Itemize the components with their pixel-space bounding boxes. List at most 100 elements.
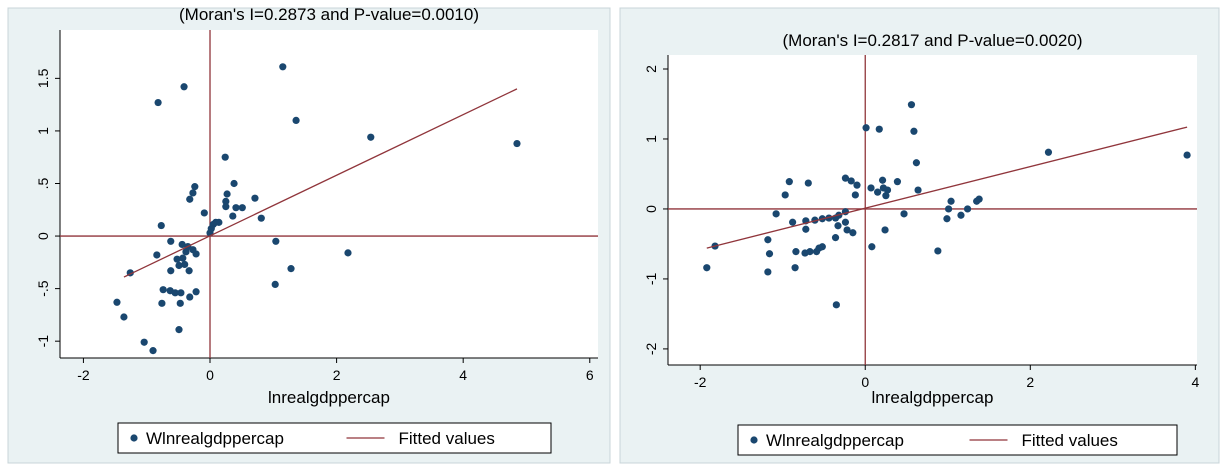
point <box>841 174 850 182</box>
point <box>973 197 981 205</box>
y-tick-label: -.5 <box>35 280 51 297</box>
chart-title: (Moran's I=0.2873 and P-value=0.0010) <box>179 5 479 24</box>
point <box>222 203 230 211</box>
point <box>874 188 882 196</box>
point <box>149 347 157 355</box>
point <box>257 214 265 222</box>
point <box>878 176 887 184</box>
point <box>200 209 208 217</box>
y-tick-label: .5 <box>35 177 51 189</box>
point <box>158 299 166 307</box>
legend-marker <box>750 436 758 444</box>
x-tick-label: 4 <box>459 367 467 383</box>
x-tick-label: 2 <box>1026 374 1034 390</box>
legend-label: Fitted values <box>1022 431 1118 450</box>
point <box>834 222 842 230</box>
point <box>176 299 184 307</box>
point <box>963 205 972 213</box>
point <box>191 183 199 191</box>
y-tick-label: 1 <box>643 135 659 143</box>
point <box>957 211 965 219</box>
fitted-line <box>123 88 518 278</box>
point <box>765 250 774 258</box>
y-tick-label: -1 <box>35 335 51 348</box>
point <box>789 218 797 226</box>
point <box>186 293 194 301</box>
point <box>792 248 800 256</box>
y-tick-label: 0 <box>35 232 51 240</box>
point <box>513 139 521 148</box>
point <box>171 289 179 297</box>
point <box>182 248 190 256</box>
plot-area <box>60 30 598 358</box>
point <box>1044 148 1053 156</box>
legend-marker <box>130 434 138 442</box>
plot-area <box>668 55 1197 365</box>
point <box>893 178 902 186</box>
point <box>914 186 922 194</box>
point <box>867 184 875 192</box>
point <box>181 260 189 269</box>
point <box>221 153 229 161</box>
point <box>287 265 295 273</box>
point <box>232 204 240 212</box>
point <box>772 210 780 218</box>
point <box>764 236 772 244</box>
point <box>703 264 711 272</box>
x-tick-label: 6 <box>586 367 594 383</box>
point <box>173 255 181 263</box>
point <box>1183 151 1191 159</box>
y-tick-label: 1.5 <box>35 68 51 88</box>
point <box>853 181 861 189</box>
y-tick-label: 2 <box>643 65 659 73</box>
point <box>944 205 953 213</box>
point <box>179 254 187 262</box>
point <box>185 267 193 275</box>
point <box>230 179 238 188</box>
point <box>912 159 921 167</box>
point <box>862 124 870 132</box>
point <box>215 218 223 226</box>
point <box>140 338 148 346</box>
point <box>175 326 183 334</box>
point <box>764 268 772 276</box>
chart-title: (Moran's I=0.2817 and P-value=0.0020) <box>783 31 1083 50</box>
point <box>175 261 183 270</box>
point <box>832 301 840 309</box>
legend-label: Wlnrealgdppercap <box>146 429 284 448</box>
x-tick-label: 0 <box>206 367 214 383</box>
point <box>251 194 259 202</box>
point <box>851 191 859 199</box>
point <box>881 226 889 234</box>
point <box>875 125 883 133</box>
point <box>883 186 892 194</box>
point <box>222 197 230 205</box>
point <box>882 192 890 200</box>
point <box>292 116 300 125</box>
point <box>167 237 175 245</box>
point <box>192 288 200 296</box>
point <box>113 298 121 306</box>
point <box>900 210 908 218</box>
point <box>907 101 916 109</box>
point <box>344 249 352 257</box>
legend-label: Fitted values <box>399 429 495 448</box>
point <box>841 218 850 226</box>
point <box>279 63 287 71</box>
point <box>120 313 128 321</box>
x-tick-label: -2 <box>694 374 707 390</box>
point <box>843 226 851 234</box>
point <box>802 225 810 233</box>
point <box>271 280 279 289</box>
point <box>947 197 955 205</box>
point <box>189 189 197 197</box>
x-tick-label: 0 <box>861 374 869 390</box>
point <box>157 221 165 230</box>
point <box>815 244 823 252</box>
point <box>178 240 186 249</box>
y-tick-label: -2 <box>643 342 659 355</box>
point <box>167 267 175 275</box>
x-axis-label: lnrealgdppercap <box>268 388 390 407</box>
point <box>785 178 793 186</box>
